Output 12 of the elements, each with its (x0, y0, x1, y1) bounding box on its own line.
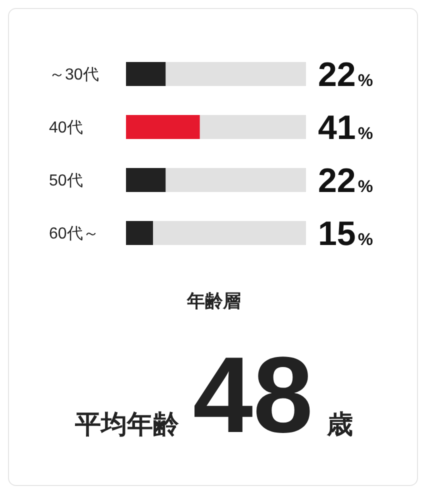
data-label: 15% (318, 215, 373, 253)
data-label: 22% (318, 162, 373, 200)
y-tick-label: 50代 (49, 172, 83, 190)
y-tick-label: 60代～ (49, 226, 99, 242)
y-tick-label: 40代 (49, 120, 83, 136)
data-label: 41% (318, 109, 373, 147)
text: 歳 (327, 409, 354, 441)
data-label: 22% (318, 56, 373, 94)
text: 平均年齢 (74, 409, 179, 441)
x-axis-title: 年齢層 (186, 290, 242, 313)
text: 48 (192, 334, 314, 455)
y-tick-label: ～30代 (49, 66, 99, 84)
